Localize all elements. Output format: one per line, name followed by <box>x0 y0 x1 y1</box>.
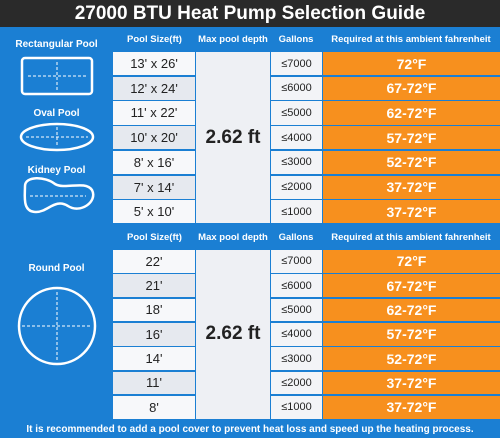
required-temp: 57-72°F <box>323 126 500 150</box>
required-temp: 57-72°F <box>323 322 500 346</box>
pool-size: 22' <box>113 250 195 273</box>
gallons: ≤5000 <box>271 298 322 322</box>
gallons: ≤2000 <box>271 175 322 199</box>
gallons: ≤7000 <box>271 250 322 273</box>
pool-size: 14' <box>113 347 195 370</box>
pool-size: 12' x 24' <box>113 76 195 100</box>
required-temp: 62-72°F <box>323 101 500 125</box>
pool-size: 11' x 22' <box>113 101 195 125</box>
pool-size: 13' x 26' <box>113 52 195 76</box>
required-temp: 72°F <box>323 250 500 273</box>
pool-size: 11' <box>113 371 195 395</box>
max-depth: 2.62 ft <box>196 52 270 224</box>
required-temp: 37-72°F <box>323 371 500 395</box>
required-temp: 52-72°F <box>323 150 500 174</box>
pool-size: 18' <box>113 298 195 322</box>
pool-label: Rectangular Pool <box>15 38 98 50</box>
gallons: ≤5000 <box>271 101 322 125</box>
gallons: ≤3000 <box>271 347 322 370</box>
required-temp: 67-72°F <box>323 274 500 298</box>
gallons: ≤4000 <box>271 126 322 150</box>
pool-size: 10' x 20' <box>113 126 195 150</box>
gallons: ≤4000 <box>271 322 322 346</box>
pool-size: 8' <box>113 395 195 419</box>
pool-label: Round Pool <box>28 262 85 274</box>
required-temp: 62-72°F <box>323 298 500 322</box>
column-header: Max pool depth <box>198 232 268 243</box>
pool-size: 7' x 14' <box>113 175 195 199</box>
required-temp: 37-72°F <box>323 395 500 419</box>
gallons: ≤1000 <box>271 395 322 419</box>
column-header: Max pool depth <box>198 34 268 45</box>
required-temp: 37-72°F <box>323 200 500 224</box>
gallons: ≤7000 <box>271 52 322 76</box>
gallons: ≤2000 <box>271 371 322 395</box>
column-header: Pool Size(ft) <box>127 232 182 243</box>
required-temp: 37-72°F <box>323 175 500 199</box>
required-temp: 52-72°F <box>323 347 500 370</box>
column-header: Gallons <box>278 34 314 45</box>
required-temp: 72°F <box>323 52 500 76</box>
pool-icons <box>17 56 97 366</box>
pool-label: Kidney Pool <box>27 164 86 176</box>
column-header: Required at this ambient fahrenheit <box>331 232 491 243</box>
pool-size: 21' <box>113 274 195 298</box>
pool-size: 5' x 10' <box>113 200 195 224</box>
footer: It is recommended to add a pool cover to… <box>26 423 474 435</box>
column-header: Gallons <box>278 232 314 243</box>
pool-size: 16' <box>113 322 195 346</box>
column-header: Required at this ambient fahrenheit <box>331 34 491 45</box>
gallons: ≤6000 <box>271 274 322 298</box>
required-temp: 67-72°F <box>323 76 500 100</box>
gallons: ≤6000 <box>271 76 322 100</box>
pool-label: Oval Pool <box>33 107 80 119</box>
gallons: ≤3000 <box>271 150 322 174</box>
max-depth: 2.62 ft <box>196 250 270 419</box>
pool-size: 8' x 16' <box>113 150 195 174</box>
column-header: Pool Size(ft) <box>127 34 182 45</box>
title: 27000 BTU Heat Pump Selection Guide <box>0 0 500 27</box>
gallons: ≤1000 <box>271 200 322 224</box>
